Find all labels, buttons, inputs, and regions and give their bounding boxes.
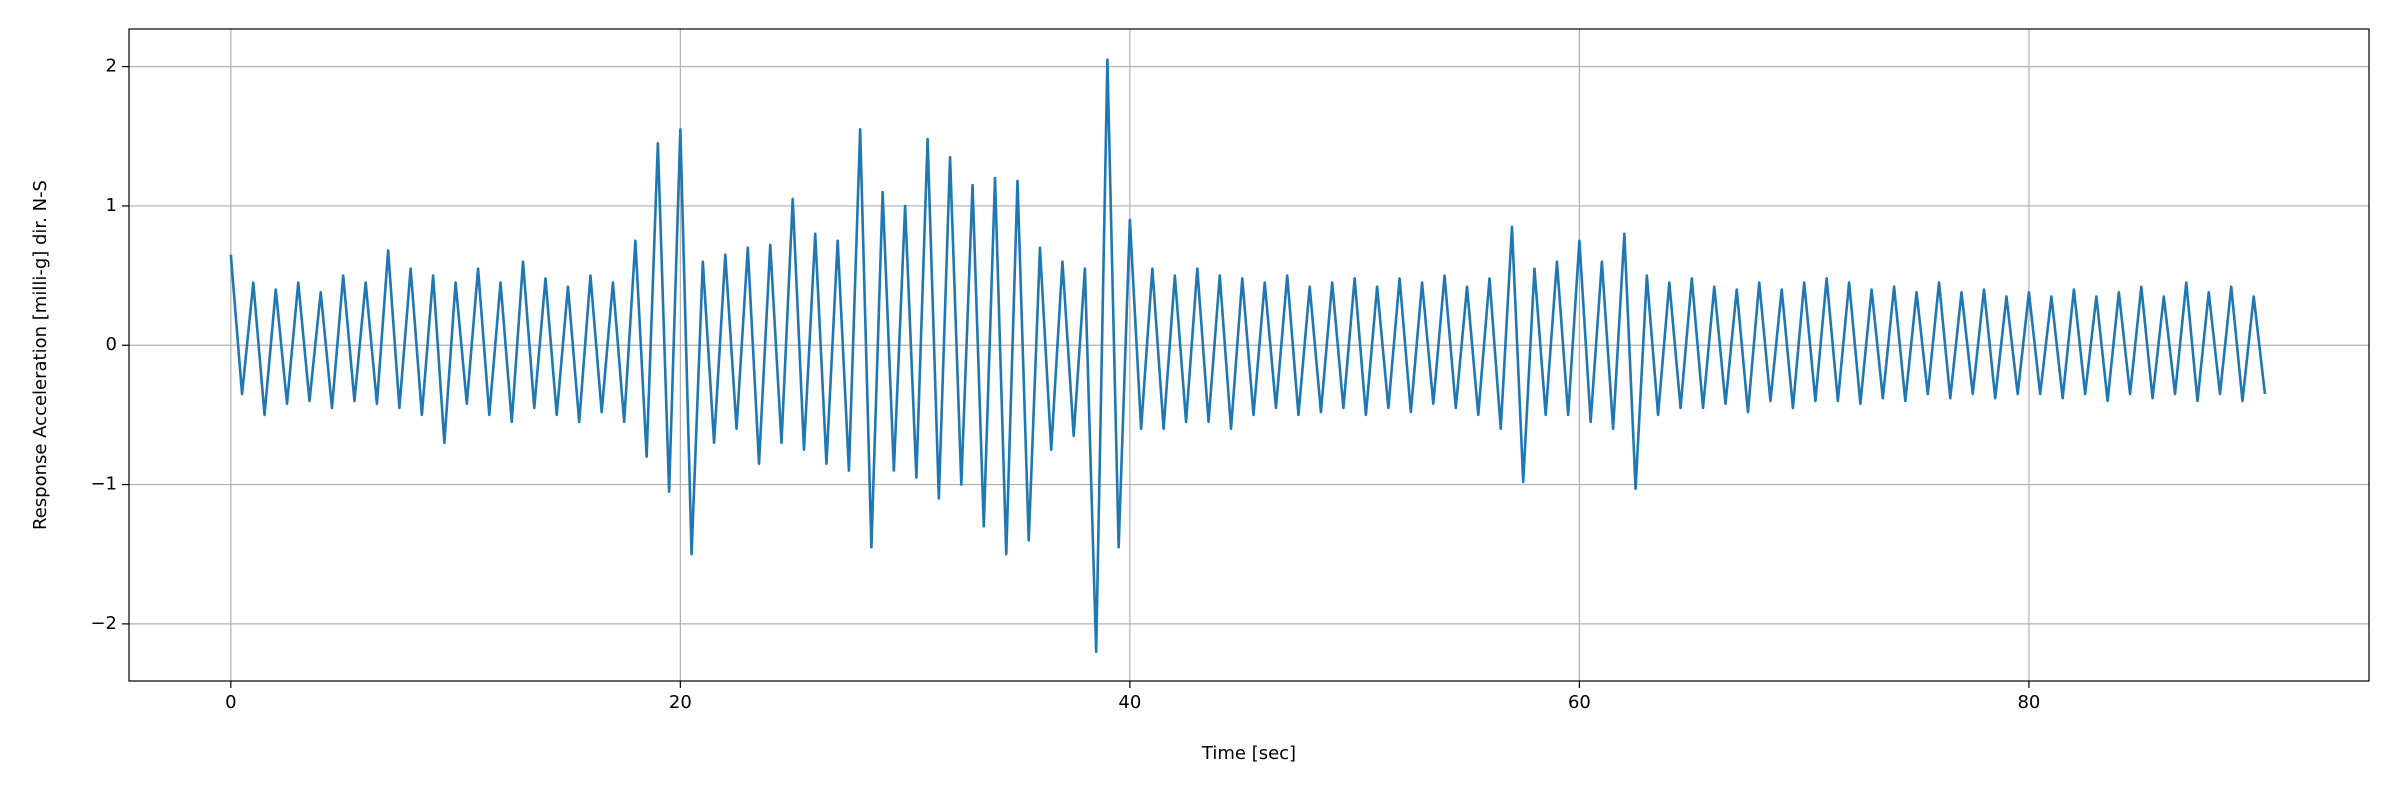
plot-frame [128, 28, 2370, 682]
x-tick-label: 60 [1568, 692, 1591, 713]
x-tick-label: 80 [2017, 692, 2040, 713]
y-tick-label: 1 [106, 195, 117, 216]
y-tick-label: 0 [106, 334, 117, 355]
x-tick-label: 20 [669, 692, 692, 713]
y-axis-label: Response Acceleration [milli-g] dir. N-S [30, 180, 51, 530]
series-line [229, 58, 2267, 654]
x-tick-label: 0 [225, 692, 236, 713]
x-axis-label: Time [sec] [1201, 743, 1296, 764]
y-tick-label: −1 [90, 474, 117, 495]
x-tick-label: 40 [1118, 692, 1141, 713]
y-tick-label: −2 [90, 613, 117, 634]
y-tick-label: 2 [106, 56, 117, 77]
